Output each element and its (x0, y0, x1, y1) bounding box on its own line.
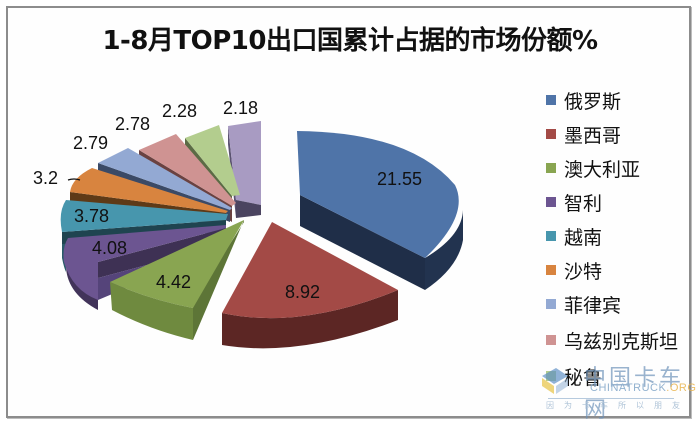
truck-logo-icon (542, 368, 568, 394)
label-slice-1: 21.55 (377, 169, 422, 189)
label-slice-3: 4.42 (156, 272, 191, 292)
legend-swatch (546, 231, 556, 241)
legend-label: 墨西哥 (564, 124, 622, 147)
label-slice-4: 4.08 (92, 238, 127, 258)
label-slice-2: 8.92 (285, 282, 320, 302)
legend-item[interactable]: 乌兹别克斯坦 (546, 328, 679, 353)
leader-line (67, 178, 81, 181)
legend-item[interactable]: 菲律宾 (546, 292, 622, 317)
label-slice-9: 2.28 (162, 101, 197, 121)
legend-swatch (546, 265, 556, 275)
legend-item[interactable]: 智利 (546, 190, 603, 215)
legend-label: 乌兹别克斯坦 (564, 330, 679, 353)
pie-slice-1[interactable] (297, 131, 463, 290)
legend-label: 菲律宾 (564, 294, 622, 317)
legend-label: 沙特 (564, 260, 603, 283)
label-slice-7: 2.79 (73, 133, 108, 153)
label-slice-8: 2.78 (115, 114, 150, 134)
legend-swatch (546, 163, 556, 173)
legend-label: 俄罗斯 (564, 90, 622, 113)
watermark-slogan: 因为卡车所以朋友 (546, 401, 690, 410)
watermark: 中国卡车网 CHINATRUCK.ORG 因为卡车所以朋友 (540, 360, 700, 423)
legend-swatch (546, 335, 556, 345)
legend-label: 澳大利亚 (564, 158, 641, 181)
label-slice-10: 2.18 (223, 98, 258, 118)
legend-swatch (546, 197, 556, 207)
legend-label: 智利 (564, 192, 603, 215)
legend-item[interactable]: 俄罗斯 (546, 88, 622, 113)
watermark-en-text: CHINATRUCK (590, 382, 667, 394)
watermark-divider (548, 398, 674, 399)
watermark-org: .ORG (666, 382, 697, 394)
label-slice-5: 3.78 (74, 206, 109, 226)
pie-slice-3[interactable] (110, 220, 244, 340)
chart-title: 1-8月TOP10出口国累计占据的市场份额% (102, 26, 598, 56)
label-slice-6: 3.2 (33, 168, 58, 188)
legend-item[interactable]: 墨西哥 (546, 122, 622, 147)
legend-swatch (546, 129, 556, 139)
watermark-cn: 中国卡车网 (584, 366, 685, 423)
legend-label: 秘鲁 (564, 366, 603, 389)
legend-item[interactable]: 澳大利亚 (546, 156, 641, 181)
legend-label: 越南 (564, 226, 603, 249)
pie-slice-2[interactable] (222, 222, 398, 349)
watermark-en: CHINATRUCK.ORG (590, 382, 696, 394)
legend-item[interactable]: 越南 (546, 224, 603, 249)
legend-swatch (546, 299, 556, 309)
legend-item[interactable]: 沙特 (546, 258, 603, 283)
legend-swatch (546, 95, 556, 105)
